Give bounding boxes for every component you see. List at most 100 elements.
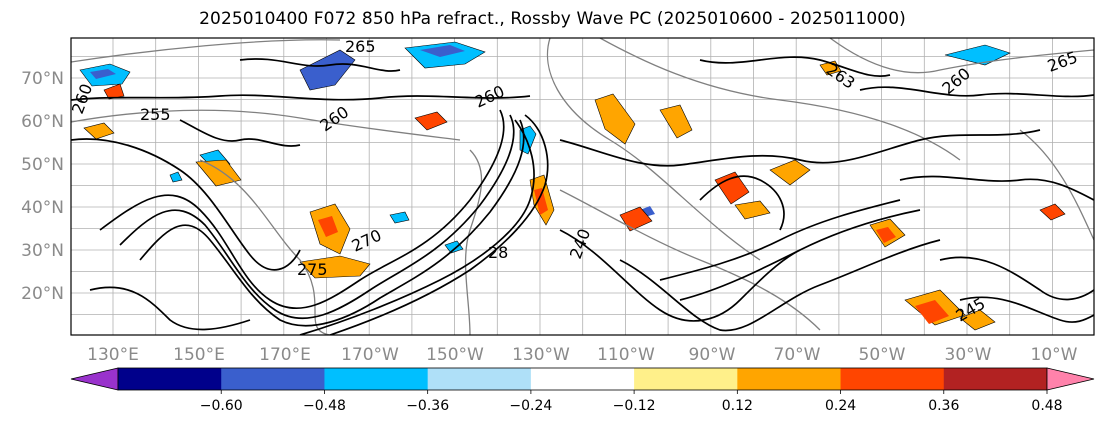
positive-anomaly-patch bbox=[959, 309, 996, 331]
black-contour-line bbox=[119, 114, 515, 320]
colorbar-segment bbox=[840, 368, 945, 390]
negative-anomaly-patch bbox=[944, 44, 1011, 66]
black-contour-line bbox=[939, 256, 1094, 301]
lon-label: 110°W bbox=[597, 345, 655, 365]
black-contour-line bbox=[89, 286, 251, 331]
colorbar-segment bbox=[221, 368, 325, 390]
colorbar-tick-label: 0.36 bbox=[928, 398, 959, 414]
lat-label: 40°N bbox=[21, 198, 64, 218]
colorbar-segment bbox=[118, 368, 222, 390]
colorbar-tick-label: −0.48 bbox=[303, 398, 346, 414]
colorbar-tick-label: −0.12 bbox=[613, 398, 656, 414]
black-contour-line bbox=[619, 239, 941, 332]
black-contour-line bbox=[699, 56, 891, 77]
negative-anomaly-patch bbox=[389, 211, 410, 224]
gray-contour-line bbox=[464, 149, 483, 335]
positive-anomaly-patch bbox=[769, 159, 811, 186]
colorbar-segment bbox=[943, 368, 1048, 390]
colorbar-tick-label: 0.48 bbox=[1031, 398, 1062, 414]
colorbar-segment bbox=[427, 368, 532, 390]
positive-anomaly-patch bbox=[876, 227, 896, 243]
black-contours bbox=[71, 56, 1094, 335]
lon-label: 130°E bbox=[87, 345, 139, 365]
contour-label: 255 bbox=[140, 105, 171, 124]
lat-label: 30°N bbox=[21, 241, 64, 261]
lon-label: 70°W bbox=[774, 345, 821, 365]
lon-label: 50°W bbox=[859, 345, 906, 365]
colorbar-extend-left bbox=[70, 367, 119, 391]
gray-contour-line bbox=[546, 38, 761, 261]
colorbar-tick-label: 0.12 bbox=[722, 398, 753, 414]
positive-anomaly-patch bbox=[734, 200, 771, 220]
black-contour-line bbox=[659, 199, 901, 281]
gray-contours bbox=[71, 38, 1094, 335]
positive-anomaly-patch bbox=[659, 104, 693, 139]
colorbar-tick-label: −0.36 bbox=[406, 398, 449, 414]
lon-label: 30°W bbox=[945, 345, 992, 365]
lon-label: 130°W bbox=[512, 345, 570, 365]
colorbar-tick-label: −0.24 bbox=[509, 398, 552, 414]
positive-anomaly-patch bbox=[594, 93, 636, 145]
lon-label: 170°E bbox=[259, 345, 311, 365]
lon-label: 150°E bbox=[173, 345, 225, 365]
negative-anomaly-patch bbox=[420, 45, 465, 57]
lat-label: 50°N bbox=[21, 155, 64, 175]
black-contour-line bbox=[329, 114, 549, 335]
gray-contour-line bbox=[599, 38, 961, 161]
colorbar-segment bbox=[634, 368, 738, 390]
colorbar: −0.60 −0.48 −0.36 −0.24 −0.12 0.12 0.24 0.36 0.4… bbox=[70, 367, 1095, 414]
positive-anomaly-patch bbox=[414, 111, 448, 131]
lon-label: 10°W bbox=[1031, 345, 1078, 365]
contour-label: 275 bbox=[297, 260, 328, 279]
black-contour-line bbox=[859, 86, 1094, 98]
lon-label: 170°W bbox=[341, 345, 399, 365]
gray-contour-line bbox=[71, 39, 341, 63]
black-contour-line bbox=[559, 229, 801, 322]
positive-anomaly-patch bbox=[103, 83, 125, 100]
black-contour-line bbox=[959, 296, 1094, 323]
shaded-anomalies bbox=[79, 41, 1066, 331]
lon-label: 90°W bbox=[689, 345, 736, 365]
lon-label: 150°W bbox=[426, 345, 484, 365]
contour-label: 28 bbox=[488, 243, 508, 262]
positive-anomaly-patch bbox=[534, 188, 548, 215]
lat-label: 70°N bbox=[21, 69, 64, 89]
black-contour-line bbox=[179, 119, 301, 147]
positive-anomaly-patch bbox=[714, 171, 750, 205]
lat-label: 20°N bbox=[21, 284, 64, 304]
black-contour-line bbox=[299, 119, 535, 335]
positive-anomaly-patch bbox=[915, 300, 949, 324]
gray-contour-line bbox=[829, 38, 1094, 74]
contour-label: 265 bbox=[345, 37, 376, 56]
positive-anomaly-patch bbox=[195, 159, 242, 187]
black-contour-line bbox=[71, 94, 531, 101]
colorbar-ticks: −0.60 −0.48 −0.36 −0.24 −0.12 0.12 0.24 0.36 0.4… bbox=[200, 390, 1063, 414]
black-contour-line bbox=[99, 109, 505, 310]
negative-anomaly-patch bbox=[90, 69, 116, 79]
colorbar-segment bbox=[530, 368, 635, 390]
gray-contour-line bbox=[1019, 129, 1094, 241]
positive-anomaly-patch bbox=[299, 255, 371, 279]
black-contour-line bbox=[239, 58, 401, 72]
map-frame bbox=[70, 37, 1095, 336]
lat-label: 60°N bbox=[21, 112, 64, 132]
gray-contour-line bbox=[71, 109, 461, 141]
colorbar-tick-label: −0.60 bbox=[200, 398, 243, 414]
black-contour-line bbox=[71, 138, 301, 271]
negative-anomaly-patch bbox=[299, 49, 356, 91]
colorbar-segment bbox=[324, 368, 429, 390]
gray-contour-line bbox=[199, 159, 331, 335]
longitude-labels: 130°E 150°E 170°E 170°W 150°W 130°W 110°… bbox=[87, 345, 1078, 365]
positive-anomaly-patch bbox=[83, 122, 115, 140]
colorbar-segments bbox=[117, 367, 1048, 391]
colorbar-extend-right bbox=[1046, 367, 1095, 391]
negative-anomaly-patch bbox=[444, 240, 464, 254]
positive-anomaly-patch bbox=[318, 216, 338, 237]
colorbar-segment bbox=[737, 368, 842, 390]
map-title: 2025010400 F072 850 hPa refract., Rossby… bbox=[199, 9, 906, 29]
black-contour-line bbox=[679, 209, 921, 301]
black-contour-line bbox=[559, 129, 1041, 167]
positive-anomaly-patch bbox=[1039, 203, 1066, 221]
negative-anomaly-patch bbox=[169, 171, 183, 183]
